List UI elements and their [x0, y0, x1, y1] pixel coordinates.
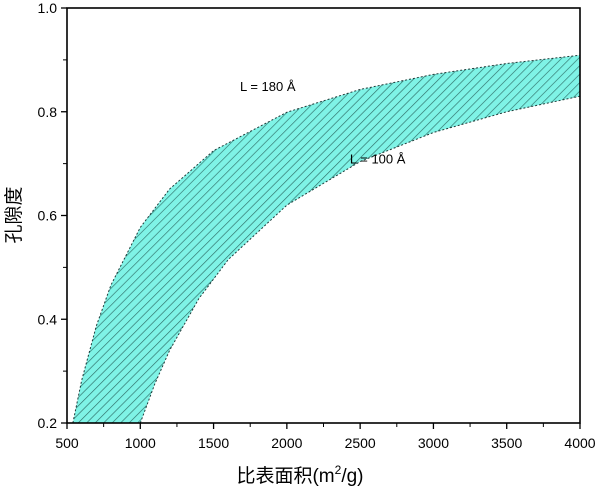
x-tick-label: 2000 [271, 435, 302, 451]
y-tick-label: 0.2 [38, 415, 58, 431]
y-tick-label: 1.0 [38, 0, 58, 16]
annotation-l100: L = 100 Å [350, 152, 406, 167]
x-tick-label: 1500 [198, 435, 229, 451]
plot-frame [66, 7, 581, 424]
y-tick-label: 0.6 [38, 208, 58, 224]
x-tick-label: 500 [55, 435, 79, 451]
series-line-0 [72, 54, 581, 424]
x-tick-label: 4000 [564, 435, 595, 451]
x-tick-label: 3000 [418, 435, 449, 451]
annotation-l180: L = 180 Å [240, 79, 296, 94]
x-axis-label: 比表面积(m2/g) [236, 463, 363, 487]
x-tick-label: 2500 [345, 435, 376, 451]
x-tick-label: 3500 [491, 435, 522, 451]
y-axis-label: 孔隙度 [3, 186, 25, 243]
band-area [72, 55, 580, 424]
series-line-1 [139, 95, 581, 424]
y-tick-label: 0.4 [38, 311, 58, 327]
x-tick-label: 1000 [125, 435, 156, 451]
y-tick-label: 0.8 [38, 104, 58, 120]
